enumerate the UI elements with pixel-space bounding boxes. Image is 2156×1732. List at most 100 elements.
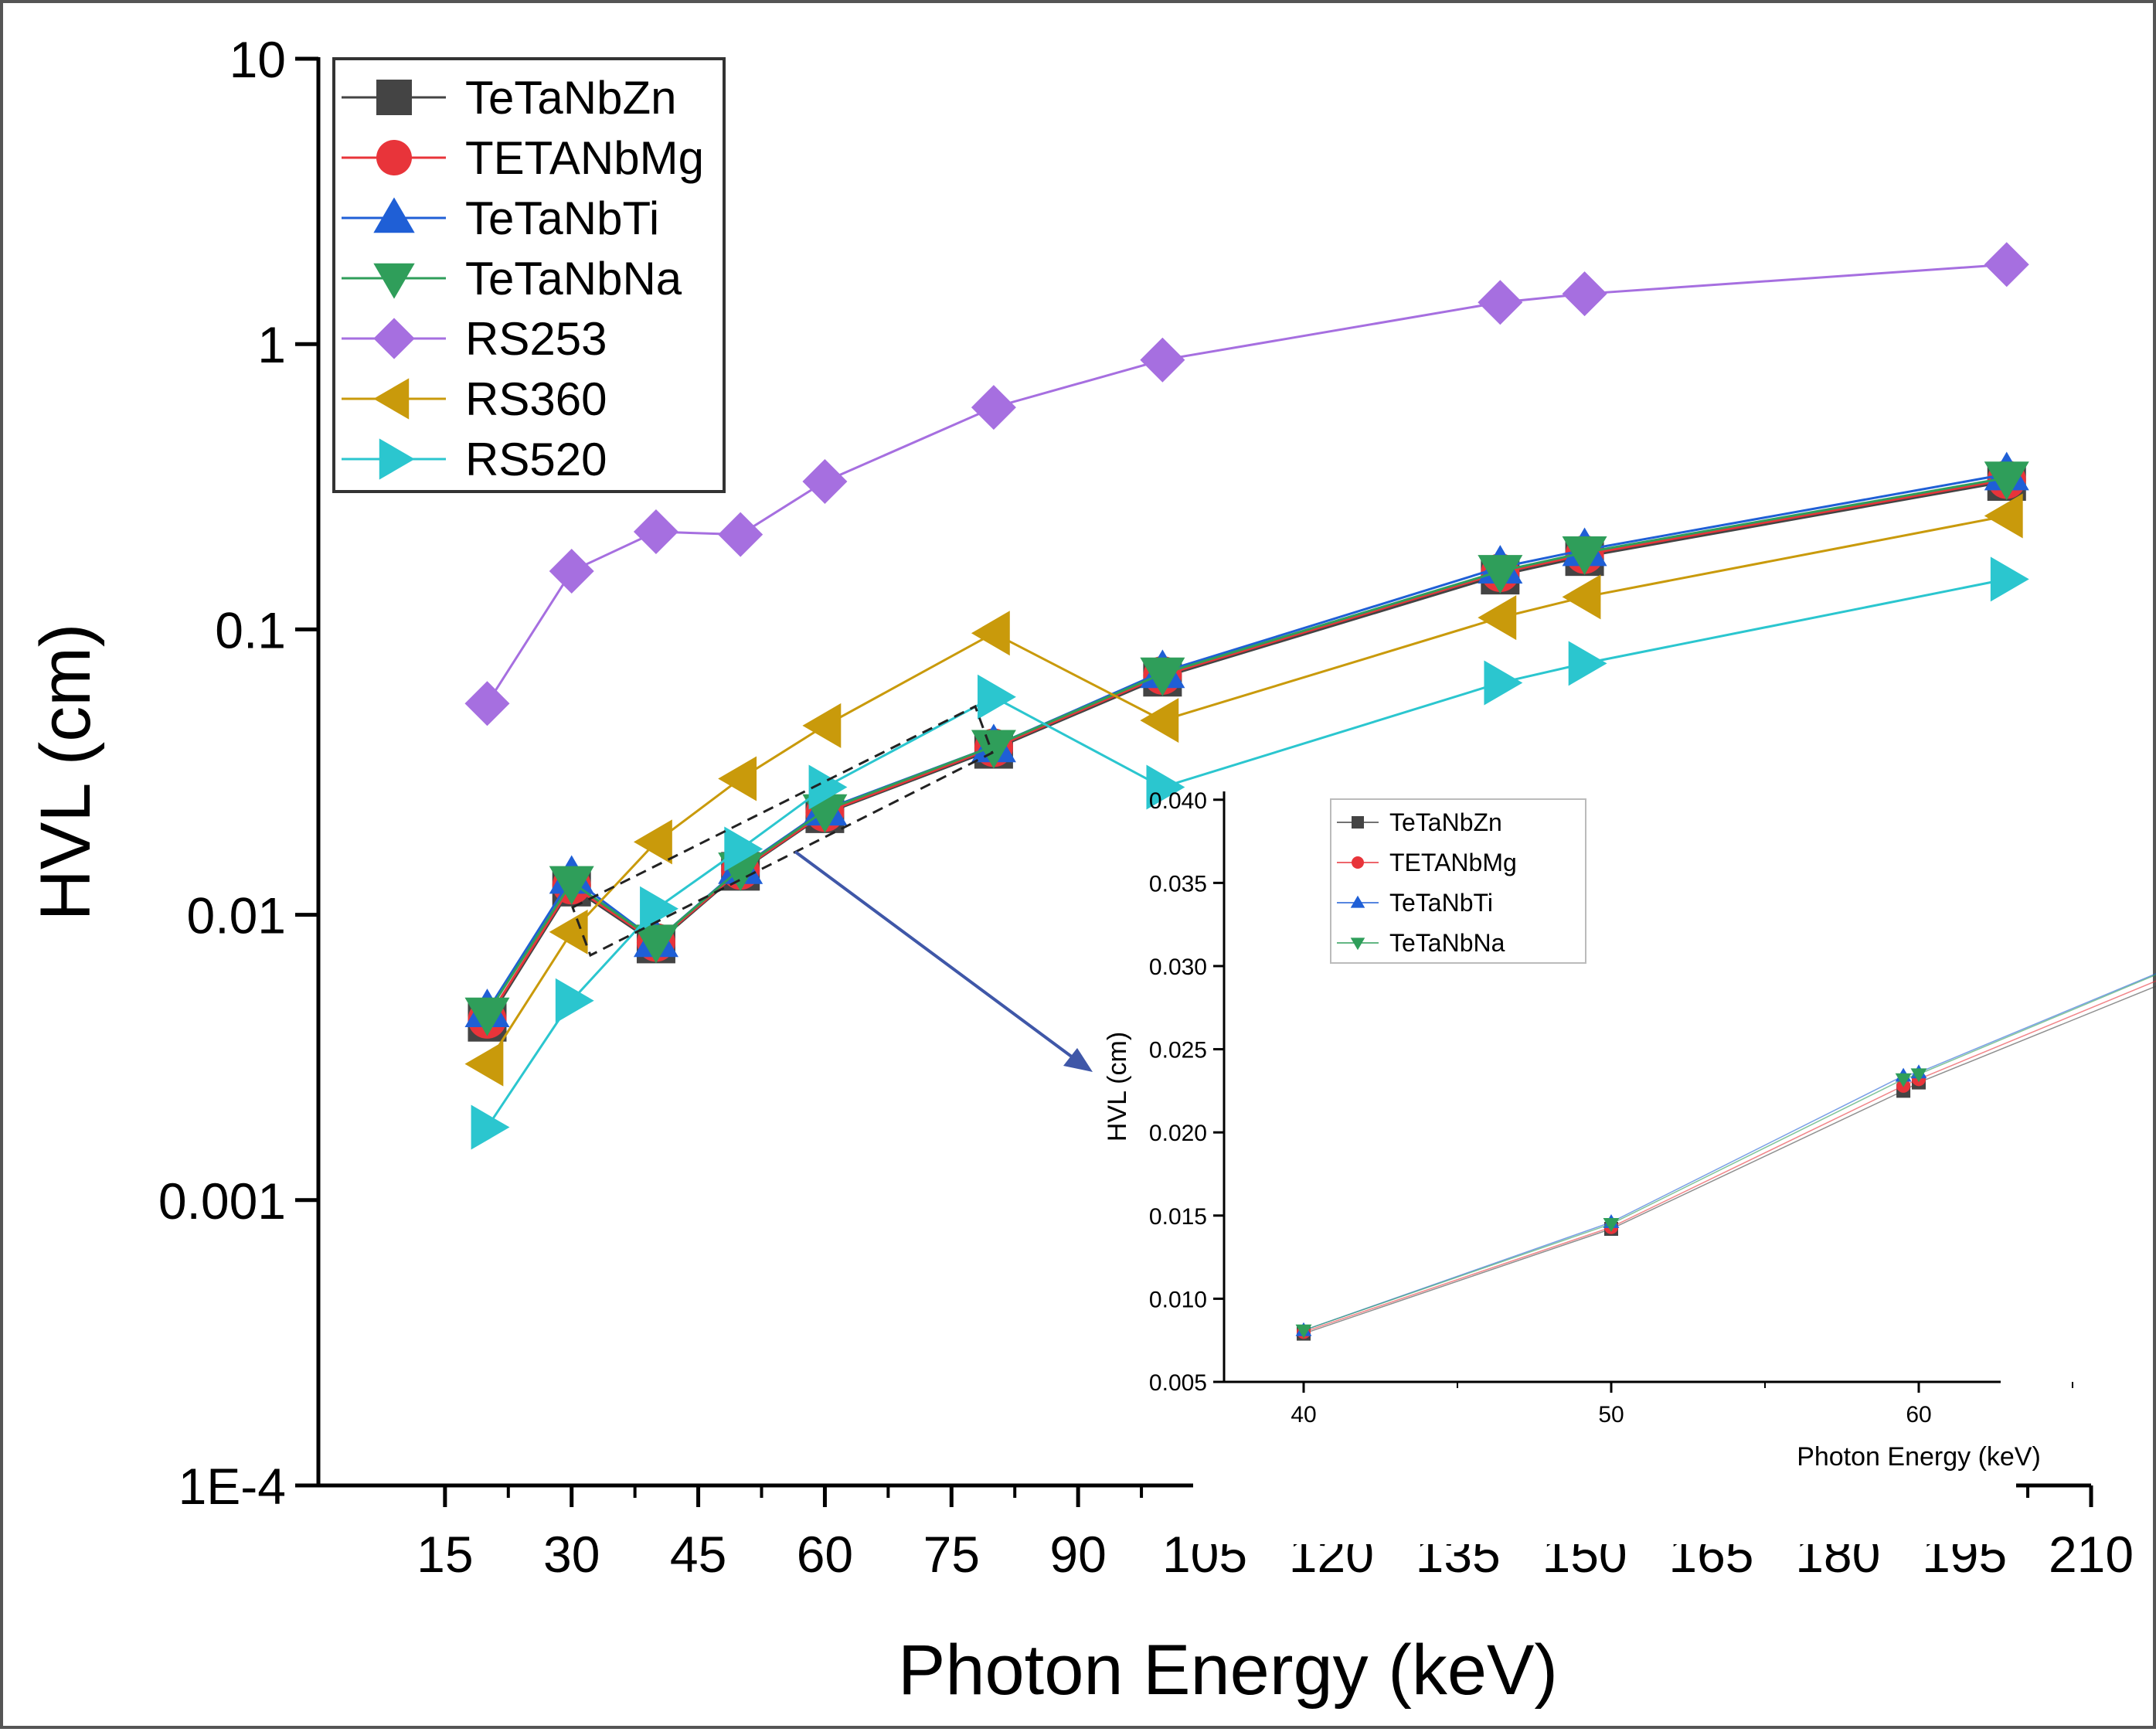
- inset-plot: 40506070800.0050.0100.0150.0200.0250.030…: [1103, 784, 2156, 1544]
- x-tick-label: 45: [670, 1526, 726, 1583]
- legend-marker: [373, 197, 415, 233]
- data-point-rs360: [802, 703, 842, 748]
- legend-label: TeTaNbTi: [465, 192, 659, 244]
- inset-y-tick-label: 0.015: [1149, 1204, 1207, 1230]
- y-axis-title: HVL (cm): [26, 623, 105, 920]
- inset-legend-marker: [1350, 937, 1365, 951]
- legend-entry-rs360: RS360: [342, 373, 607, 425]
- data-point-rs520: [1990, 556, 2029, 602]
- legend-label: RS360: [465, 373, 607, 425]
- legend-entry-tetanbna: TeTaNbNa: [342, 253, 682, 305]
- inset-y-tick-label: 0.025: [1149, 1038, 1207, 1063]
- series-line-tetanbmg: [486, 478, 2008, 1020]
- y-tick-label: 0.1: [215, 601, 286, 658]
- inset-legend-label: TeTaNbZn: [1389, 808, 1502, 836]
- data-point-tetanbna: [971, 730, 1016, 769]
- series-line-tetanbna: [486, 476, 2008, 1015]
- legend-entry-tetanbmg: TETANbMg: [342, 132, 704, 184]
- data-point-rs520: [724, 826, 763, 872]
- data-point-rs520: [640, 886, 678, 931]
- zoom-arrow-line: [794, 850, 1080, 1063]
- data-point-tetanbna: [633, 924, 678, 964]
- data-point-rs253: [549, 549, 594, 594]
- data-point-rs520: [808, 764, 848, 810]
- data-point-tetanbna: [1478, 555, 1523, 594]
- inset-y-tick-label: 0.040: [1149, 788, 1207, 814]
- inset-y-tick-label: 0.030: [1149, 954, 1207, 980]
- inset-legend-entry-tetanbti: TeTaNbTi: [1337, 889, 1493, 917]
- data-point-rs253: [718, 512, 763, 557]
- legend-marker: [373, 263, 415, 299]
- legend-entry-tetanbti: TeTaNbTi: [342, 192, 659, 244]
- data-point-tetanbna: [1562, 536, 1607, 575]
- hvl-chart: 15 30 45 60 75 90 105 120 135 150 165 180 195 2101E-4…: [26, 31, 2156, 1710]
- data-point-rs520: [1146, 764, 1185, 810]
- data-point-rs360: [1984, 493, 2023, 539]
- legend-label: TeTaNbNa: [465, 253, 682, 305]
- inset-y-tick-label: 0.005: [1149, 1370, 1207, 1396]
- data-point-rs520: [471, 1104, 510, 1150]
- data-point-rs253: [1478, 280, 1523, 325]
- inset-legend-marker: [1352, 856, 1364, 869]
- data-point-tetanbna: [464, 997, 510, 1036]
- inset-y-tick-label: 0.035: [1149, 871, 1207, 897]
- data-point-rs360: [633, 819, 672, 865]
- inset-data-point-tetanbna: [1895, 1073, 1912, 1087]
- data-point-rs253: [1984, 242, 2029, 288]
- inset-legend-label: TETANbMg: [1389, 849, 1517, 876]
- legend-label: TeTaNbZn: [465, 72, 676, 124]
- inset-series-tetanbna: [1295, 974, 2156, 1339]
- legend-marker: [376, 140, 412, 175]
- series-rs520: [471, 556, 2029, 1150]
- series-line-rs520: [486, 577, 2008, 1128]
- data-point-rs520: [978, 674, 1016, 720]
- x-tick-label: 75: [923, 1526, 980, 1583]
- series-rs253: [464, 242, 2029, 726]
- x-tick-label: 210: [2049, 1526, 2134, 1583]
- zoom-annotation: [571, 704, 1093, 1072]
- inset-legend-entry-tetanbna: TeTaNbNa: [1337, 929, 1505, 957]
- inset-y-axis-title: HVL (cm): [1103, 1032, 1132, 1142]
- inset-legend-box: [1330, 798, 1586, 964]
- legend-entry-rs253: RS253: [342, 313, 607, 365]
- data-point-rs253: [633, 509, 678, 554]
- data-point-rs360: [464, 1041, 504, 1087]
- data-point-tetanbna: [1140, 657, 1185, 696]
- series-rs360: [464, 493, 2023, 1087]
- y-tick-label: 0.001: [158, 1172, 286, 1230]
- y-tick-label: 1: [257, 316, 286, 373]
- x-tick-label: 90: [1049, 1526, 1106, 1583]
- zoom-arrow-head: [1063, 1048, 1093, 1072]
- data-point-rs360: [549, 909, 588, 954]
- legend-label: RS253: [465, 313, 607, 365]
- x-tick-label: 60: [797, 1526, 853, 1583]
- inset-x-axis-title: Photon Energy (keV): [1797, 1442, 2041, 1472]
- data-point-rs360: [1140, 698, 1179, 744]
- x-tick-label: 15: [417, 1526, 473, 1583]
- data-point-rs253: [1140, 337, 1185, 383]
- inset-data-point-tetanbna: [1295, 1324, 1312, 1339]
- legend-marker: [373, 378, 410, 420]
- data-point-rs253: [802, 458, 848, 504]
- data-point-rs253: [971, 385, 1016, 430]
- legend-marker: [376, 80, 412, 115]
- data-point-rs253: [464, 681, 510, 726]
- inset-data-point-tetanbna: [1910, 1068, 1927, 1083]
- data-point-rs253: [1562, 271, 1607, 317]
- inset-y-tick-label: 0.020: [1149, 1121, 1207, 1146]
- legend-marker: [373, 318, 415, 359]
- data-point-rs520: [1568, 641, 1607, 686]
- data-point-rs360: [1478, 595, 1517, 641]
- main-legend: TeTaNbZn TETANbMg TeTaNbTi TeTaNbNa RS253 RS3…: [332, 57, 726, 493]
- series-line-rs253: [486, 263, 2007, 705]
- inset-data-point-tetanbna: [1603, 1218, 1620, 1232]
- inset-legend-entry-tetanbzn: TeTaNbZn: [1337, 808, 1502, 836]
- inset-legend-label: TeTaNbNa: [1389, 929, 1505, 957]
- legend-label: TETANbMg: [465, 132, 704, 184]
- inset-x-tick-label: 50: [1598, 1402, 1624, 1427]
- legend-marker: [379, 438, 415, 480]
- data-point-rs360: [718, 756, 757, 801]
- main-plot: 15 30 45 60 75 90 105 120 135 150 165 180 195 2101E-4…: [26, 31, 2134, 1710]
- data-point-rs360: [1562, 574, 1601, 620]
